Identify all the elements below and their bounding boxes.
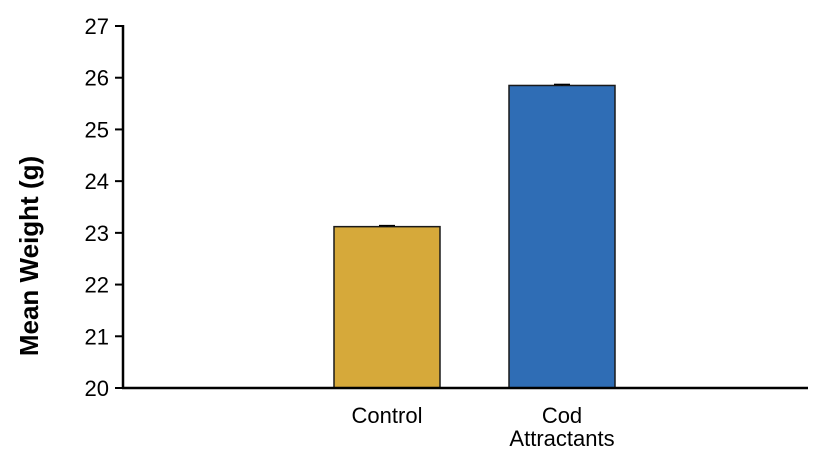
y-tick-label: 25 bbox=[85, 117, 109, 142]
x-category-label-line: Control bbox=[352, 403, 423, 428]
y-axis-title: Mean Weight (g) bbox=[14, 156, 44, 356]
x-category-label: Cod Attractants bbox=[509, 403, 614, 451]
y-tick-label: 21 bbox=[85, 324, 109, 349]
bar bbox=[508, 84, 616, 389]
y-tick-label: 27 bbox=[85, 14, 109, 39]
x-category-label-line: Attractants bbox=[509, 426, 614, 451]
y-tick-label: 20 bbox=[85, 376, 109, 401]
bars bbox=[333, 83, 616, 389]
y-tick-label: 23 bbox=[85, 221, 109, 246]
y-tick-label: 24 bbox=[85, 169, 109, 194]
bar bbox=[333, 225, 441, 389]
x-axis-labels: Control Cod Attractants bbox=[352, 403, 615, 451]
y-axis-ticks: 20 21 22 23 24 25 26 27 bbox=[85, 14, 123, 401]
y-tick-label: 26 bbox=[85, 66, 109, 91]
x-category-label-line: Cod bbox=[542, 403, 582, 428]
y-tick-label: 22 bbox=[85, 273, 109, 298]
x-category-label: Control bbox=[352, 403, 423, 428]
